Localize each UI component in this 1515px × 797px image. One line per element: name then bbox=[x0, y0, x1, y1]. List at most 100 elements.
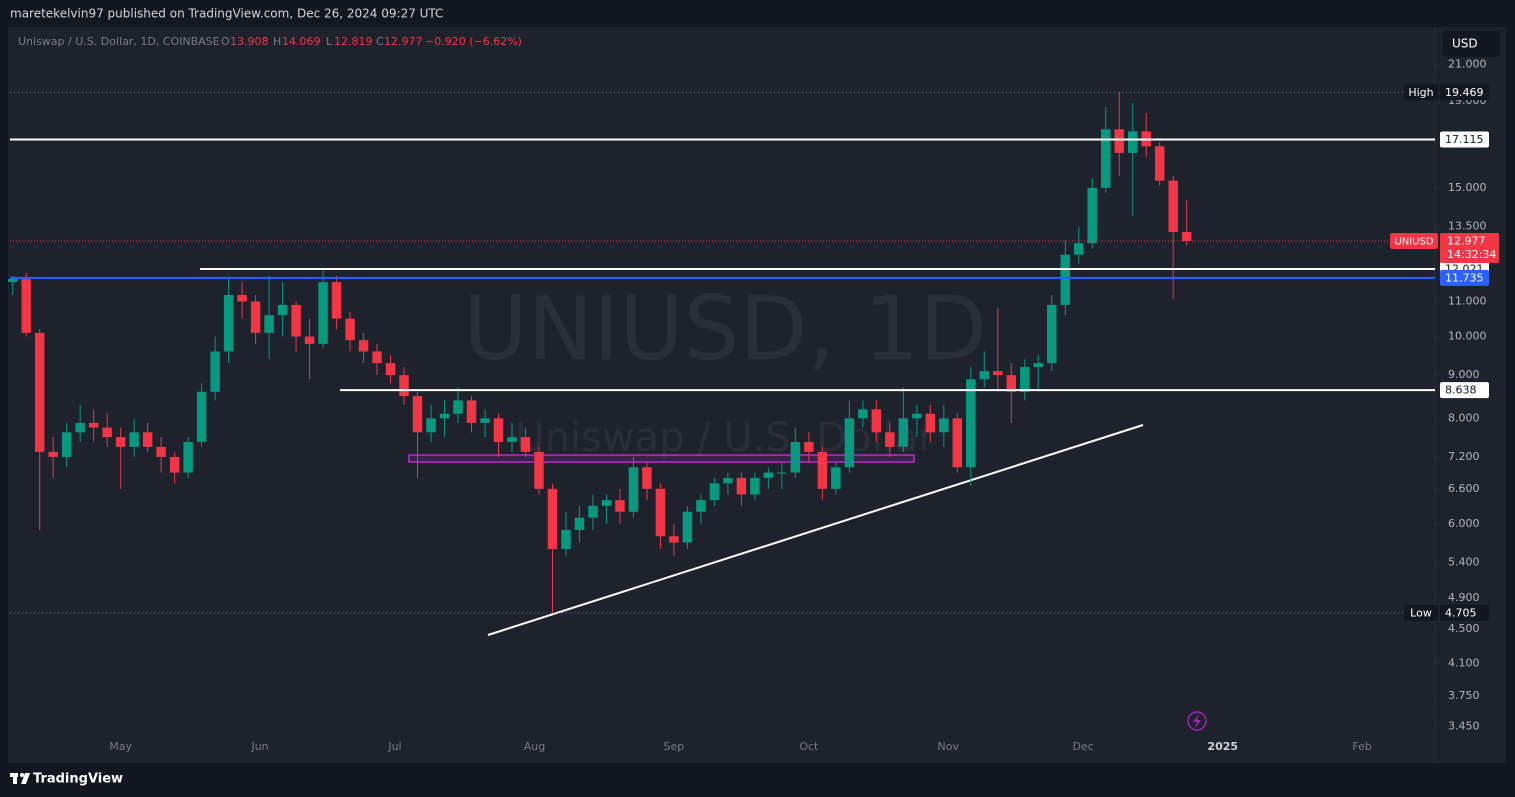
ohlc-value: 12.819 bbox=[334, 35, 373, 48]
candle-body bbox=[142, 432, 153, 447]
candle-body bbox=[507, 437, 517, 442]
x-tick-label: Nov bbox=[938, 740, 960, 753]
candle-body bbox=[210, 351, 220, 392]
level-label: 19.469 bbox=[1445, 86, 1484, 99]
y-tick-label: 8.000 bbox=[1448, 411, 1480, 424]
candle-body bbox=[169, 456, 180, 473]
candle-body bbox=[871, 409, 882, 433]
y-tick-label: 7.200 bbox=[1448, 450, 1480, 463]
currency[interactable]: USD bbox=[1452, 37, 1478, 51]
y-tick-label: 5.400 bbox=[1448, 555, 1480, 568]
candle-body bbox=[952, 418, 963, 468]
level-label-box bbox=[1440, 269, 1489, 286]
candle-body bbox=[912, 413, 922, 419]
candle-body bbox=[696, 500, 706, 512]
last-price-name: UNIUSD bbox=[1394, 236, 1433, 247]
candle-body bbox=[642, 467, 652, 489]
candle-body bbox=[520, 437, 531, 452]
x-tick-label: May bbox=[109, 740, 132, 753]
y-tick-label: 4.100 bbox=[1448, 656, 1480, 669]
candle-body bbox=[615, 500, 625, 512]
x-tick-label: Oct bbox=[799, 740, 819, 753]
level-label-box bbox=[1440, 131, 1489, 148]
chart-pane bbox=[8, 27, 1506, 763]
candle-body bbox=[547, 488, 558, 550]
candle-body bbox=[453, 400, 463, 414]
level-label: 17.115 bbox=[1445, 133, 1484, 146]
watermark-subtitle: Uniswap / U.S. Dollar bbox=[515, 415, 935, 461]
y-tick-label: 15.000 bbox=[1448, 181, 1487, 194]
candle-body bbox=[898, 418, 909, 447]
alert-icon[interactable] bbox=[1187, 711, 1207, 731]
watermark: UNIUSD, 1D bbox=[463, 277, 987, 380]
ohlc-value: 12.977 bbox=[384, 35, 423, 48]
last-price-name-box bbox=[1390, 232, 1438, 249]
plot bbox=[7, 92, 1192, 613]
candle-body bbox=[574, 517, 585, 530]
candle-body bbox=[736, 477, 747, 495]
ohlc-value: 14.069 bbox=[282, 35, 321, 48]
candle-body bbox=[534, 451, 544, 489]
candle-body bbox=[318, 282, 328, 344]
candle-body bbox=[412, 396, 423, 433]
candle-body bbox=[723, 477, 733, 484]
candle-body bbox=[1033, 363, 1043, 368]
y-tick-label: 9.000 bbox=[1448, 368, 1480, 381]
y-tick-label: 4.900 bbox=[1448, 591, 1480, 604]
brand-logo[interactable] bbox=[10, 773, 30, 784]
y-tick-label: 11.000 bbox=[1448, 295, 1487, 308]
candle-body bbox=[669, 536, 679, 543]
y-tick-label: 3.750 bbox=[1448, 689, 1480, 702]
candle-body bbox=[750, 477, 760, 495]
y-tick-label: 3.450 bbox=[1448, 720, 1480, 733]
candle-body bbox=[88, 422, 99, 428]
level-name: High bbox=[1408, 86, 1433, 99]
candle-body bbox=[804, 441, 814, 452]
candle-body bbox=[885, 432, 895, 447]
candle-body bbox=[1060, 254, 1070, 305]
candle-body bbox=[439, 413, 450, 419]
candle-body bbox=[1168, 180, 1178, 232]
currency-button[interactable] bbox=[1443, 31, 1500, 57]
x-tick-label: Jun bbox=[250, 740, 268, 753]
level-name-box bbox=[1404, 604, 1438, 621]
candle-body bbox=[939, 418, 949, 433]
ohlc-label: C bbox=[376, 35, 384, 48]
level-label: 4.705 bbox=[1445, 606, 1477, 619]
change: −0.920 (−6.62%) bbox=[425, 35, 522, 48]
y-tick-label: 10.000 bbox=[1448, 330, 1487, 343]
candle-body bbox=[858, 409, 868, 419]
candle-body bbox=[480, 418, 490, 423]
y-tick-label: 13.500 bbox=[1448, 219, 1487, 232]
level-name: Low bbox=[1410, 606, 1432, 619]
ohlc-label: O bbox=[221, 35, 230, 48]
candle-body bbox=[48, 451, 58, 457]
level-label: 11.735 bbox=[1445, 271, 1484, 284]
x-tick-label: Feb bbox=[1352, 740, 1371, 753]
candle-body bbox=[628, 467, 639, 512]
candle-body bbox=[1101, 129, 1111, 188]
candle-body bbox=[763, 472, 774, 478]
candle-body bbox=[655, 488, 666, 537]
candle-body bbox=[588, 505, 598, 518]
symbol: Uniswap / U.S. Dollar, 1D, COINBASE bbox=[18, 35, 220, 48]
candle-body bbox=[682, 511, 693, 543]
candle-body bbox=[1087, 187, 1097, 244]
x-tick-label: 2025 bbox=[1207, 740, 1238, 753]
brand[interactable]: TradingView bbox=[33, 772, 123, 787]
candle-body bbox=[264, 315, 274, 333]
candle-body bbox=[561, 529, 571, 550]
countdown: 14:32:34 bbox=[1447, 248, 1496, 261]
x-tick-label: Dec bbox=[1073, 740, 1094, 753]
candle-body bbox=[709, 483, 720, 501]
y-tick-label: 6.600 bbox=[1448, 482, 1480, 495]
candle-body bbox=[1020, 367, 1030, 392]
candle-body bbox=[7, 278, 18, 283]
candle-body bbox=[1074, 243, 1084, 255]
last-price: 12.977 bbox=[1447, 234, 1486, 247]
publisher: maretekelvin97 published on TradingView.… bbox=[10, 7, 443, 21]
last-price-box bbox=[1440, 232, 1499, 263]
candle-body bbox=[102, 427, 112, 438]
candle-body bbox=[1181, 231, 1192, 241]
